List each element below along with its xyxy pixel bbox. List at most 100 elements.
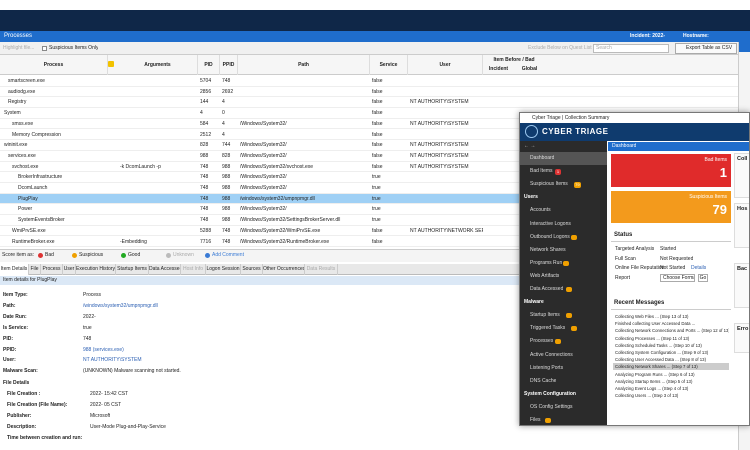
cell: true [372,174,381,181]
section-title: File Details [3,380,30,386]
column-header[interactable]: Incident [488,66,509,72]
cell: -Embedding [120,238,147,245]
title-bar [0,31,750,42]
suspicious-count: 79 [712,202,727,217]
cell: 748 [222,227,231,234]
table-row[interactable] [0,226,738,237]
top-bar [0,10,750,31]
tab[interactable]: Host Info [181,264,206,275]
exclude[interactable]: Exclude Below on Quest List [528,45,592,51]
cell: smartscreen.exe [8,78,45,84]
table-row[interactable] [0,119,738,130]
message: Collecting User Accessed Data ... (Step … [615,357,706,363]
table-row[interactable] [0,193,738,205]
cell: -k DcomLaunch -p [120,163,161,170]
cell: 0 [222,110,225,117]
table-row[interactable] [0,76,738,87]
search[interactable]: Search [593,44,669,53]
column-header[interactable]: PPID [220,55,238,75]
field-label: Malware Scan: [3,368,38,375]
score-icon [38,253,43,258]
cell: 4 [222,131,225,138]
cell: 4 [222,120,225,127]
cell: 748 [222,78,231,84]
field-label: Description: [7,424,37,430]
tab[interactable]: Other Occurrences [263,264,305,275]
nav-label: DNS Cache [530,377,557,384]
incident: Incident: 2022- [630,33,666,39]
cell: false [372,99,383,106]
cell: 5288 [200,227,212,234]
cell: false [372,227,383,234]
nav-label: Dashboard [530,155,555,161]
tab[interactable]: Startup Items [116,264,149,275]
tab[interactable]: Data Results [305,264,338,275]
score-comment[interactable]: Add Comment [212,252,244,258]
table-row[interactable] [0,108,738,119]
column-header[interactable]: Process [0,55,108,75]
app-header [520,123,749,141]
column-header[interactable]: PID [198,55,220,75]
tab[interactable]: Process [41,264,63,275]
go-button[interactable]: Go [698,274,708,282]
field-value: Microsoft [90,413,111,419]
checkbox[interactable] [42,46,47,51]
score-good[interactable]: Good [128,252,141,258]
cell: true [372,195,381,202]
cell: true [372,206,381,213]
cell: 748 [222,238,231,245]
cell: 748 [200,217,209,224]
nav-label: Accounts [530,207,551,214]
cell: /Windows/System32/ [240,120,287,127]
message: Analyzing Event Logs ... (Step 4 of 13) [615,386,689,391]
table-row[interactable] [0,97,738,109]
cell: false [372,88,383,95]
suspicious-only[interactable]: Suspicious Items Only [49,45,99,51]
column-header[interactable]: Path [238,55,370,75]
table-row[interactable] [0,183,738,194]
nav-item[interactable] [520,152,607,165]
tab[interactable]: File [29,264,41,275]
table-row[interactable] [0,151,738,162]
cell: 4 [222,99,225,106]
format-select[interactable]: Choose Format [660,274,695,282]
table-row[interactable] [0,87,738,98]
table-row[interactable] [0,140,738,151]
score-bad[interactable]: Bad [45,252,54,258]
column-header[interactable]: User [408,55,483,75]
cell: NT AUTHORITY\SYSTEM [410,152,469,159]
bad-label: Bad Items [704,157,727,163]
tab[interactable]: Data Accessed [149,264,181,275]
tab[interactable]: Execution History [76,264,116,275]
messages-title: Recent Messages [614,300,665,306]
score-suspicious[interactable]: Suspicious [79,252,104,258]
cell: 988 [222,217,231,224]
table-row[interactable] [0,130,738,141]
column-header[interactable]: Arguments [118,55,198,75]
table-row[interactable] [0,204,738,216]
logo-icon [525,125,538,138]
tab[interactable]: Item Details [0,264,29,275]
column-header[interactable]: Service [370,55,408,75]
status-label: Targeted Analysis [615,246,655,252]
table-row[interactable] [0,172,738,183]
cell: NT AUTHORITY\SYSTEM [410,99,469,106]
details-link[interactable]: Details [691,265,707,271]
table-row[interactable] [0,162,738,173]
cell: audiodg.exe [8,88,36,95]
field-label: Date Run: [3,313,27,320]
cell: 988 [222,174,231,181]
score-unknown[interactable]: Unknown [173,252,194,258]
score-icon [72,253,77,258]
tab[interactable]: User [63,264,76,275]
tab[interactable]: Logon Session [206,264,241,275]
export[interactable]: Export Table as CSV [675,43,737,54]
side-title: Bac [737,266,748,272]
cell: 748 [200,195,209,202]
tab[interactable]: Sources [241,264,263,275]
table-row[interactable] [0,237,738,248]
highlight-field[interactable]: Highlight file... [3,45,35,51]
column-header[interactable]: Global [521,66,538,72]
field-value: (UNKNOWN) Malware scanning not started. [83,368,181,375]
table-row[interactable] [0,215,738,226]
